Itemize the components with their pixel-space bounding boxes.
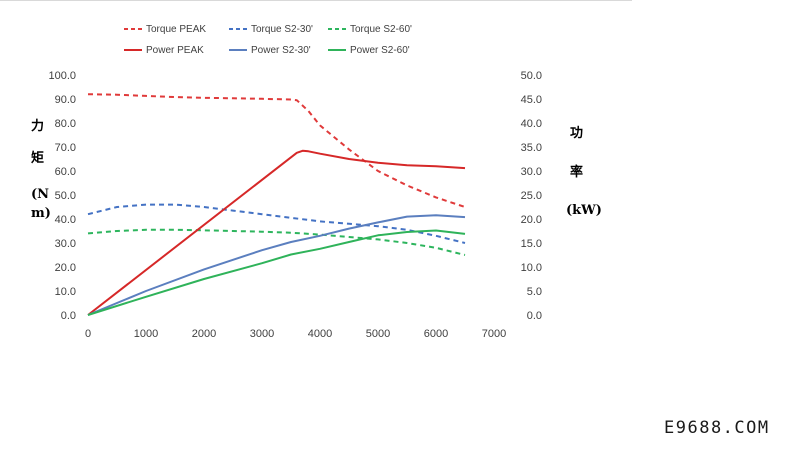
y-left-axis-title-char: m) <box>31 206 51 221</box>
x-tick-label: 7000 <box>482 328 506 340</box>
series-line-torque-s2-30- <box>87 203 466 244</box>
series-line-power-s2-60- <box>87 229 466 316</box>
y-right-tick-label: 45.0 <box>521 94 542 106</box>
y-right-tick-label: 0.0 <box>527 310 542 322</box>
y-right-tick-label: 30.0 <box>521 166 542 178</box>
series-line-power-s2-30- <box>87 214 466 316</box>
axes: 0 1000 2000 3000 4000 5000 6000 7000 0.0 10.0 20.0… <box>30 70 602 340</box>
x-tick-label: 6000 <box>424 328 448 340</box>
y-left-tick-label: 10.0 <box>55 286 76 298</box>
y-left-tick-label: 90.0 <box>55 94 76 106</box>
legend-label: Power S2-60' <box>350 45 410 56</box>
x-tick-label: 3000 <box>250 328 274 340</box>
x-tick-label: 5000 <box>366 328 390 340</box>
watermark-text: E9688.COM <box>664 418 770 438</box>
y-right-tick-label: 20.0 <box>521 214 542 226</box>
top-rule <box>0 0 632 1</box>
y-left-tick-label: 50.0 <box>55 190 76 202</box>
series-line-torque-peak <box>87 93 466 208</box>
y-right-tick-label: 15.0 <box>521 238 542 250</box>
series-lines <box>87 93 466 316</box>
y-right-tick-label: 10.0 <box>521 262 542 274</box>
y-right-tick-label: 40.0 <box>521 118 542 130</box>
series-line-torque-s2-60- <box>87 228 466 256</box>
y-left-tick-label: 40.0 <box>55 214 76 226</box>
x-tick-label: 1000 <box>134 328 158 340</box>
y-left-axis-title-char: (N <box>31 187 49 202</box>
y-right-axis-title-char: 率 <box>570 164 583 180</box>
series-line-power-peak <box>87 149 466 316</box>
legend-label: Torque S2-30' <box>251 24 313 35</box>
y-right-axis-title-char: 功 <box>570 126 583 141</box>
legend-label: Torque PEAK <box>146 24 206 35</box>
legend-label: Power PEAK <box>146 45 204 56</box>
x-tick-label: 2000 <box>192 328 216 340</box>
y-left-tick-label: 70.0 <box>55 142 76 154</box>
y-left-tick-label: 100.0 <box>48 70 76 82</box>
x-tick-label: 0 <box>85 328 91 340</box>
y-left-axis-title-char: 力 <box>31 118 44 134</box>
y-left-tick-label: 60.0 <box>55 166 76 178</box>
y-right-axis-title-char: (kW) <box>566 203 602 218</box>
y-left-tick-label: 80.0 <box>55 118 76 130</box>
legend-label: Torque S2-60' <box>350 24 412 35</box>
legend: Torque PEAK Torque S2-30' Torque S2-60' Pow… <box>124 24 412 56</box>
y-left-tick-label: 30.0 <box>55 238 76 250</box>
x-tick-label: 4000 <box>308 328 332 340</box>
y-left-tick-label: 0.0 <box>61 310 76 322</box>
y-left-axis-title-char: 矩 <box>30 150 44 166</box>
y-right-tick-label: 35.0 <box>521 142 542 154</box>
y-right-tick-label: 25.0 <box>521 190 542 202</box>
y-right-tick-label: 5.0 <box>527 286 542 298</box>
y-left-tick-label: 20.0 <box>55 262 76 274</box>
y-right-tick-label: 50.0 <box>521 70 542 82</box>
legend-label: Power S2-30' <box>251 45 311 56</box>
